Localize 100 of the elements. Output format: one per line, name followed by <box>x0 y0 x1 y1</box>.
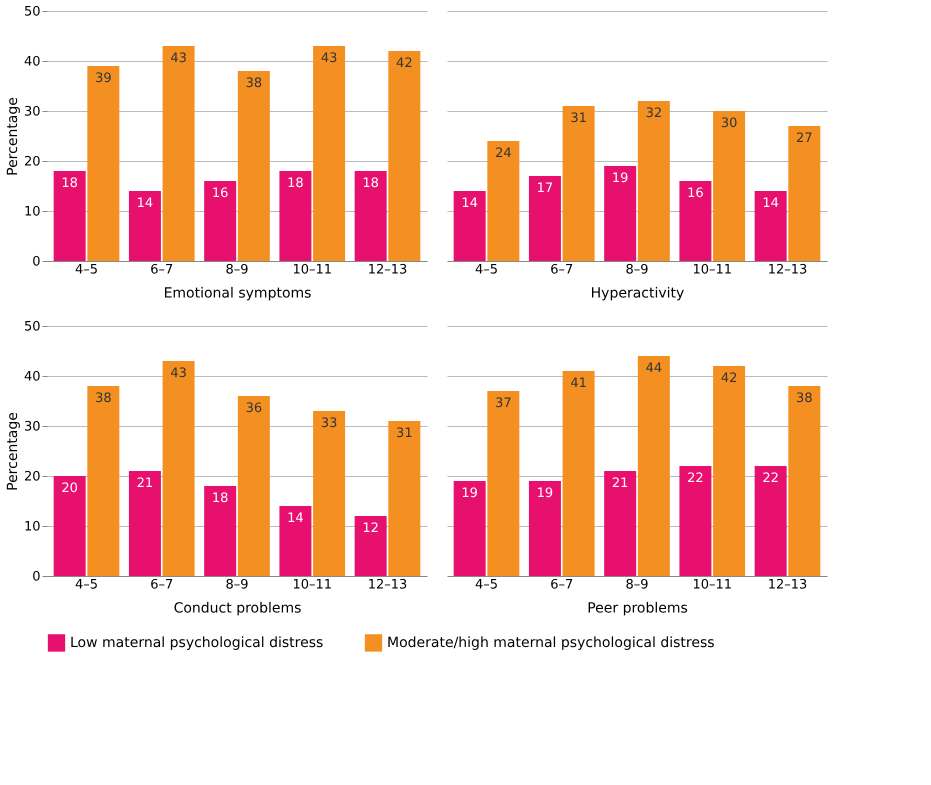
x-axis-title: Conduct problems <box>174 600 302 616</box>
data-label: 22 <box>762 471 779 486</box>
bar <box>528 481 561 576</box>
bar <box>54 171 86 261</box>
y-tick-label: 40 <box>24 54 40 70</box>
data-label: 12 <box>362 521 379 536</box>
data-label: 22 <box>687 471 704 486</box>
data-label: 14 <box>461 196 478 211</box>
data-label: 17 <box>536 181 554 196</box>
bar <box>713 366 746 576</box>
data-label: 18 <box>61 176 78 191</box>
x-tick-label: 8–9 <box>225 262 249 278</box>
data-label: 43 <box>320 51 338 66</box>
x-tick-label: 10–11 <box>692 578 732 592</box>
x-tick-label: 6–7 <box>550 578 574 592</box>
x-tick-label: 6–7 <box>150 578 174 592</box>
bar <box>162 361 195 576</box>
bar <box>487 391 520 576</box>
y-tick-label: 20 <box>24 154 40 170</box>
data-label: 42 <box>720 371 738 386</box>
data-label: 38 <box>246 76 262 91</box>
x-tick-label: 12–13 <box>368 578 408 592</box>
bar <box>388 421 420 576</box>
y-tick-label: 30 <box>24 420 40 434</box>
bar <box>87 66 120 261</box>
bar <box>54 476 86 576</box>
data-label: 24 <box>495 146 512 161</box>
y-tick-label: 0 <box>32 254 40 270</box>
bar <box>713 111 746 261</box>
data-label: 39 <box>95 71 112 86</box>
bar <box>87 386 120 576</box>
bar <box>128 471 161 576</box>
data-label: 14 <box>762 196 779 211</box>
data-label: 18 <box>212 491 228 506</box>
bar <box>788 126 820 261</box>
data-label: 27 <box>796 131 813 146</box>
bar <box>604 166 636 261</box>
bar <box>638 356 670 576</box>
x-tick-label: 4–5 <box>474 262 498 278</box>
bar <box>638 101 670 261</box>
x-axis-title: Hyperactivity <box>590 286 684 302</box>
data-label: 14 <box>287 511 304 526</box>
data-label: 41 <box>570 376 587 391</box>
bar <box>162 46 195 261</box>
y-tick-label: 10 <box>24 520 40 534</box>
x-tick-label: 12–13 <box>768 262 808 278</box>
bar <box>487 141 520 261</box>
x-tick-label: 10–11 <box>292 262 332 278</box>
data-label: 18 <box>362 176 379 191</box>
data-label: 43 <box>170 51 187 66</box>
bar <box>528 176 561 261</box>
y-axis-title: Percentage <box>4 412 21 491</box>
data-label: 38 <box>95 391 112 406</box>
bar <box>679 181 712 261</box>
y-tick-label: 10 <box>24 204 40 220</box>
bar <box>562 106 595 261</box>
data-label: 18 <box>287 176 304 191</box>
x-tick-label: 4–5 <box>474 578 498 592</box>
x-axis-title: Peer problems <box>587 600 688 616</box>
bar <box>754 466 787 576</box>
data-label: 42 <box>396 56 413 71</box>
bar <box>128 191 161 261</box>
y-tick-label: 20 <box>24 470 40 484</box>
bar <box>354 516 387 576</box>
bar <box>238 396 270 576</box>
y-tick-label: 50 <box>24 4 40 20</box>
x-tick-label: 10–11 <box>292 578 332 592</box>
data-label: 16 <box>212 186 228 201</box>
x-tick-label: 10–11 <box>692 262 732 278</box>
bar <box>204 181 236 261</box>
data-label: 16 <box>687 186 704 201</box>
legend-label: Low maternal psychological distress <box>70 634 324 651</box>
x-tick-label: 12–13 <box>768 578 808 592</box>
bar <box>562 371 595 576</box>
data-label: 37 <box>495 396 512 411</box>
bar <box>388 51 420 261</box>
y-axis-title: Percentage <box>4 97 21 176</box>
data-label: 43 <box>170 366 187 381</box>
data-label: 31 <box>570 111 587 126</box>
bar <box>788 386 820 576</box>
data-label: 19 <box>612 171 628 186</box>
x-tick-label: 6–7 <box>150 262 174 278</box>
data-label: 21 <box>612 476 628 491</box>
data-label: 31 <box>396 426 413 441</box>
bar <box>313 411 346 576</box>
data-label: 30 <box>720 116 738 131</box>
x-tick-label: 12–13 <box>368 262 408 278</box>
y-tick-label: 0 <box>32 570 40 584</box>
x-tick-label: 4–5 <box>74 578 98 592</box>
x-tick-label: 8–9 <box>625 262 649 278</box>
bar <box>454 191 486 261</box>
x-tick-label: 6–7 <box>550 262 574 278</box>
bar <box>604 471 636 576</box>
y-tick-label: 40 <box>24 370 40 384</box>
data-label: 44 <box>646 361 662 376</box>
data-label: 32 <box>646 106 662 121</box>
data-label: 19 <box>536 486 554 501</box>
bar <box>454 481 486 576</box>
x-tick-label: 4–5 <box>74 262 98 278</box>
y-tick-label: 30 <box>24 104 40 120</box>
